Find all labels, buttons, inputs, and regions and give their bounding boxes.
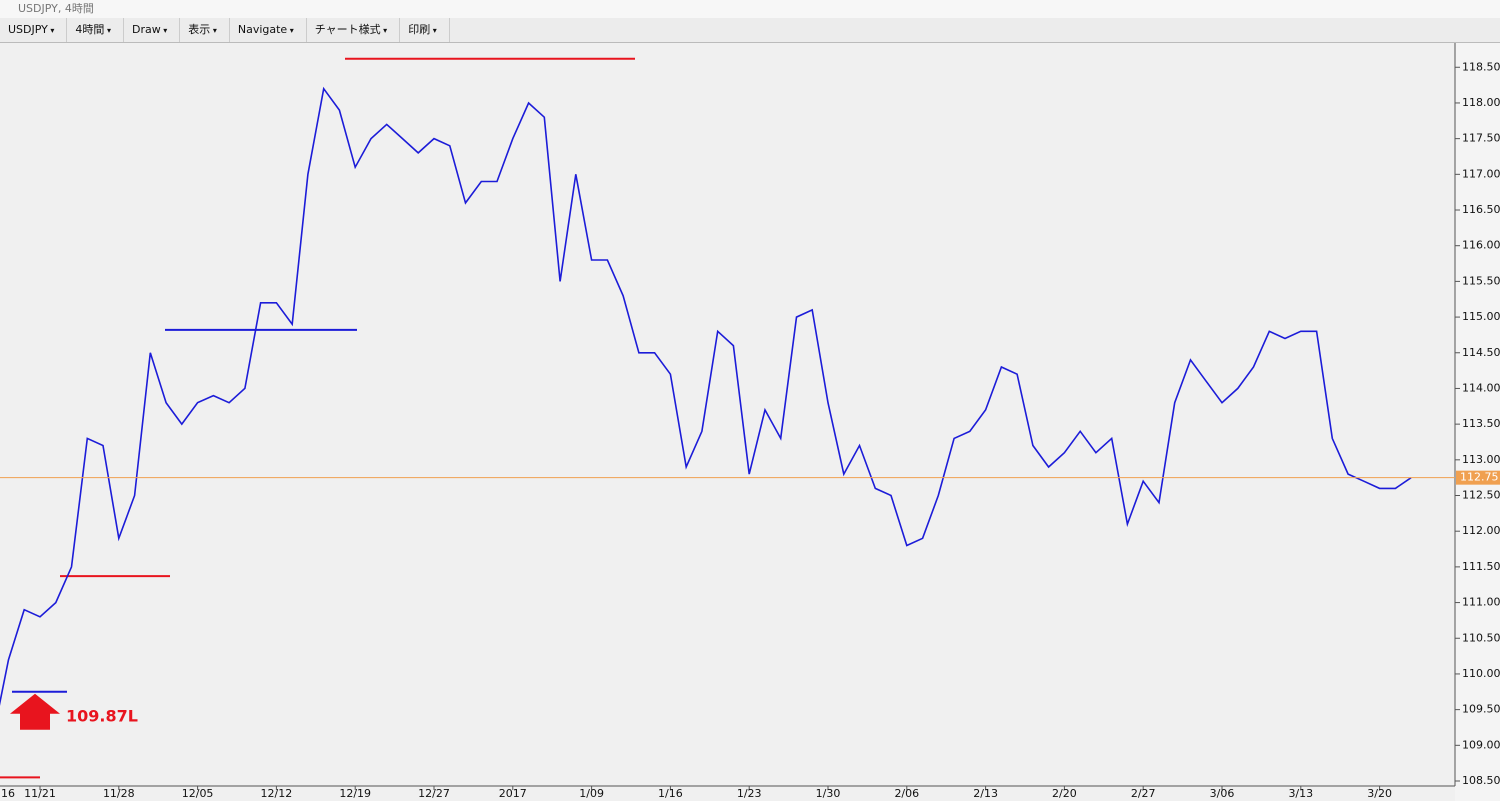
x-tick-label: 2017 <box>499 787 527 800</box>
y-tick-label: 110.50 <box>1462 631 1500 644</box>
price-axis-bg <box>1455 43 1500 801</box>
y-tick-label: 110.00 <box>1462 667 1500 680</box>
y-tick-label: 108.50 <box>1462 774 1500 787</box>
y-tick-label: 109.50 <box>1462 703 1500 716</box>
y-tick-label: 114.50 <box>1462 346 1500 359</box>
y-tick-label: 111.00 <box>1462 596 1500 609</box>
x-tick-label: 11/21 <box>24 787 56 800</box>
x-tick-label: 2/06 <box>894 787 919 800</box>
x-tick-label: 1/23 <box>737 787 762 800</box>
arrow-icon <box>10 693 60 730</box>
toolbar: USDJPY 4時間 Draw 表示 Navigate チャート様式 印刷 <box>0 18 1500 43</box>
y-tick-label: 112.50 <box>1462 489 1500 502</box>
x-tick-label: 12/12 <box>261 787 293 800</box>
x-tick-label: 2/13 <box>973 787 998 800</box>
y-tick-label: 111.50 <box>1462 560 1500 573</box>
price-line <box>0 86 1412 706</box>
x-tick-label: 12/19 <box>339 787 371 800</box>
x-tick-label: 12/05 <box>182 787 214 800</box>
x-tick-label: 3/13 <box>1288 787 1313 800</box>
x-tick-label: 3/20 <box>1367 787 1392 800</box>
y-tick-label: 116.00 <box>1462 239 1500 252</box>
x-tick-label: 12/27 <box>418 787 450 800</box>
y-tick-label: 118.00 <box>1462 96 1500 109</box>
x-tick-label: 1/30 <box>816 787 841 800</box>
x-tick-label: 2/20 <box>1052 787 1077 800</box>
x-tick-label: 1/16 <box>658 787 683 800</box>
y-tick-label: 113.00 <box>1462 453 1500 466</box>
y-tick-label: 116.50 <box>1462 203 1500 216</box>
x-tick-label: 11/28 <box>103 787 135 800</box>
title-bar: USDJPY, 4時間 <box>0 0 1500 18</box>
y-tick-label: 115.50 <box>1462 274 1500 287</box>
x-tick-label: 16 <box>1 787 15 800</box>
y-tick-label: 117.00 <box>1462 167 1500 180</box>
y-tick-label: 118.50 <box>1462 60 1500 73</box>
window-title: USDJPY, 4時間 <box>18 2 94 15</box>
print-button[interactable]: 印刷 <box>400 18 450 42</box>
y-tick-label: 113.50 <box>1462 417 1500 430</box>
y-tick-label: 115.00 <box>1462 310 1500 323</box>
y-tick-label: 117.50 <box>1462 132 1500 145</box>
y-tick-label: 114.00 <box>1462 381 1500 394</box>
x-tick-label: 3/06 <box>1210 787 1235 800</box>
current-price-label: 112.75 <box>1460 471 1499 484</box>
x-tick-label: 1/09 <box>579 787 604 800</box>
y-tick-label: 109.00 <box>1462 738 1500 751</box>
x-tick-label: 2/27 <box>1131 787 1156 800</box>
current-price-tag <box>1456 470 1500 485</box>
y-tick-label: 112.00 <box>1462 524 1500 537</box>
annotation-label: 109.87L <box>66 706 138 725</box>
